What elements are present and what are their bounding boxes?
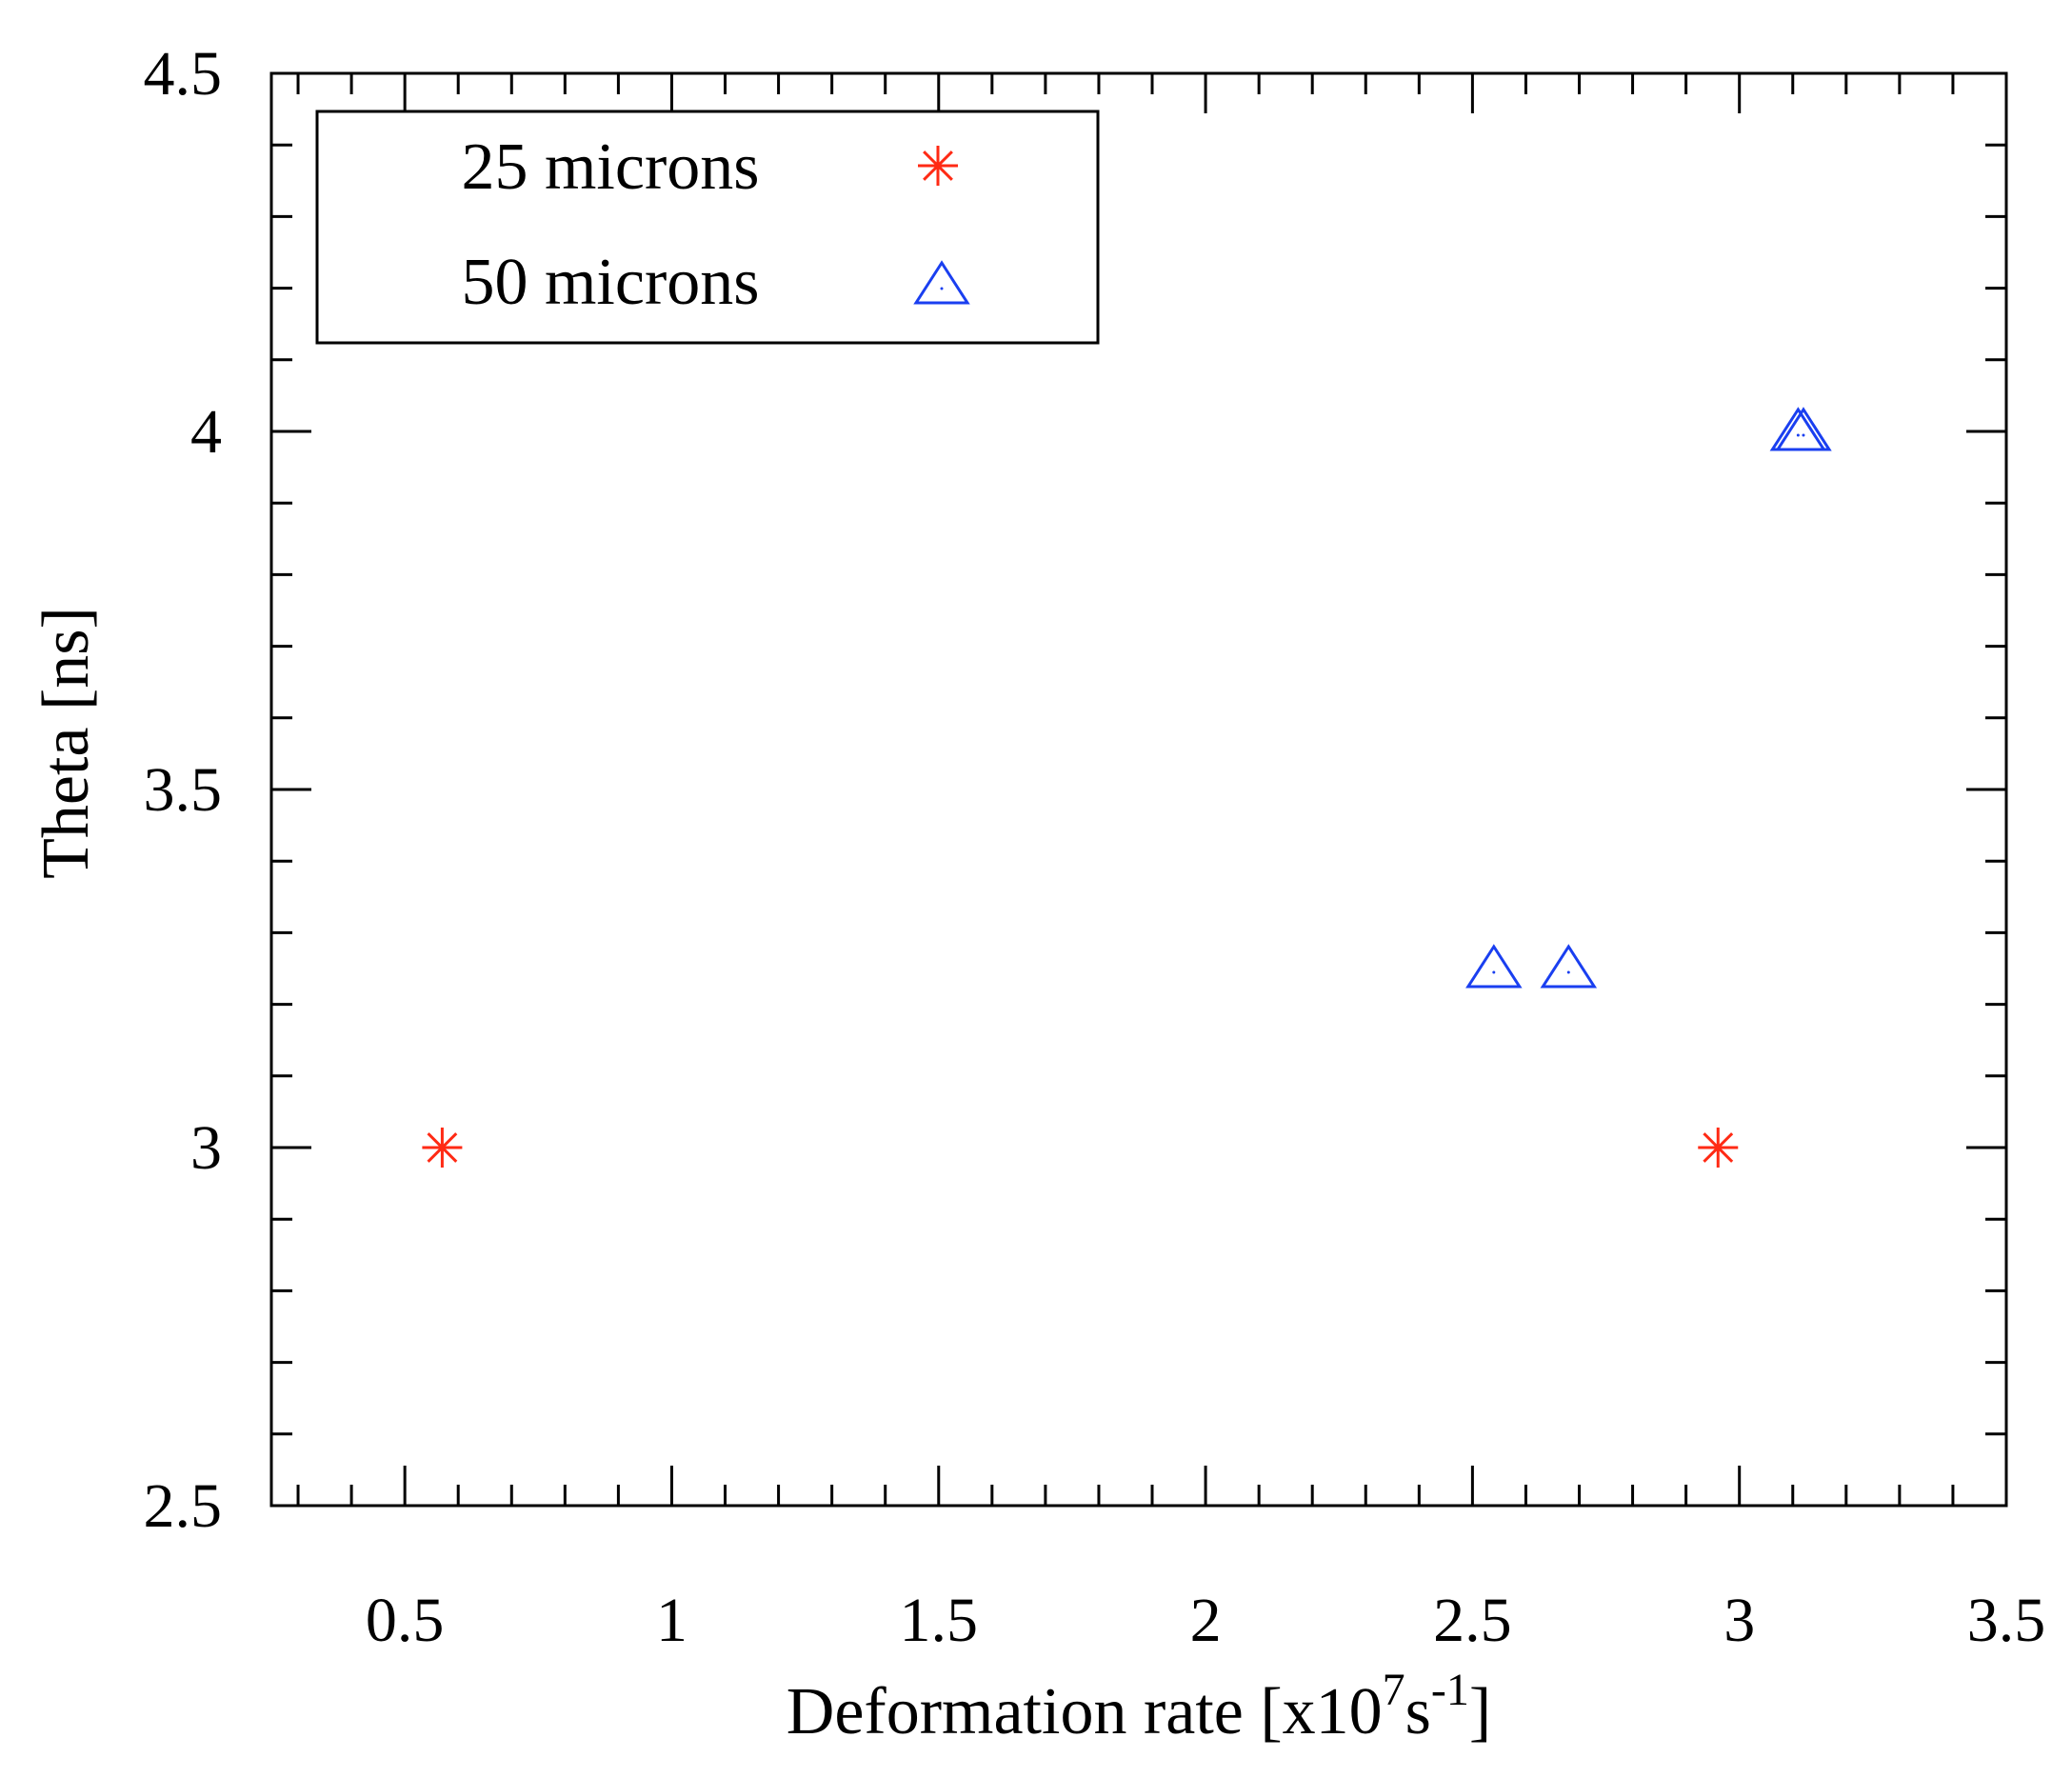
legend-label: 25 microns	[461, 130, 759, 204]
y-tick-label: 3.5	[144, 755, 223, 825]
y-tick-labels: 2.5 3 3.5 4 4.5	[144, 39, 223, 1541]
x-tick-label: 2.5	[1433, 1586, 1512, 1655]
y-tick-label: 4	[190, 397, 222, 467]
y-tick-label: 4.5	[144, 39, 223, 109]
legend-label: 50 microns	[461, 246, 759, 319]
x-axis-title-close: ]	[1469, 1675, 1491, 1748]
y-axis-title: Theta [ns]	[30, 607, 103, 879]
x-tick-label: 3.5	[1967, 1586, 2046, 1655]
legend-marker-triangle	[913, 260, 970, 305]
x-axis-title: Deformation rate [x107s-1]	[787, 1665, 1491, 1748]
data-points	[422, 407, 1832, 1168]
point-triangle	[1465, 944, 1523, 989]
point-triangle	[1540, 944, 1598, 989]
x-axis-title-exponent: 7	[1383, 1665, 1405, 1715]
x-axis-title-main: Deformation rate [x10	[787, 1675, 1383, 1748]
x-axis-title-unit: s	[1405, 1675, 1431, 1748]
point-triangle	[1775, 407, 1832, 451]
y-tick-label: 2.5	[144, 1471, 223, 1541]
point-asterisk	[422, 1128, 463, 1168]
x-tick-label: 1.5	[900, 1586, 979, 1655]
x-tick-label: 0.5	[366, 1586, 445, 1655]
legend: 25 microns 50 microns	[315, 110, 1100, 345]
axis-ticks	[271, 71, 2008, 1508]
x-tick-label: 3	[1723, 1586, 1755, 1655]
legend-marker-asterisk	[918, 146, 958, 186]
x-tick-label: 2	[1190, 1586, 1222, 1655]
x-tick-label: 1	[656, 1586, 687, 1655]
y-tick-label: 3	[190, 1113, 222, 1183]
x-axis-title-unit-exponent: -1	[1431, 1665, 1469, 1715]
point-asterisk	[1698, 1128, 1739, 1168]
x-tick-labels: 0.5 1 1.5 2 2.5 3 3.5	[366, 1586, 2045, 1655]
